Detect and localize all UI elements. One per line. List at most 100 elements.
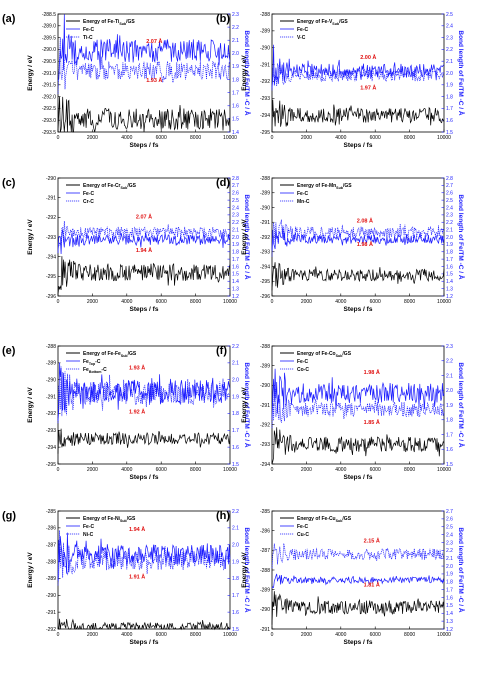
legend-label: Ni-C: [83, 532, 94, 538]
y-right-tick-label: 1.3: [446, 619, 453, 625]
x-axis-title: Steps / fs: [344, 142, 373, 149]
y-right-axis-title: Bond length of Fe/TM -C / Å: [457, 30, 466, 116]
y-left-tick-label: -287: [260, 548, 270, 554]
x-tick-label: 6000: [370, 299, 381, 305]
y-right-tick-label: 2.6: [446, 191, 453, 197]
y-right-tick-label: 2.6: [232, 191, 239, 197]
y-left-tick-label: -290: [260, 46, 270, 52]
x-tick-label: 10000: [437, 467, 451, 473]
y-left-axis-title: Energy / eV: [27, 552, 34, 588]
chart-panel-5: (e) 0 2000 4000 6000 8000 10000 Steps / fs -288 -…: [2, 344, 252, 481]
y-left-tick-label: -289: [260, 587, 270, 593]
y-right-axis-title: Bond length of Fe/TM -C / Å: [243, 194, 252, 280]
y-right-tick-label: 2.2: [232, 25, 239, 31]
y-right-tick-label: 2.1: [232, 38, 239, 44]
y-right-tick-label: 1.8: [446, 250, 453, 256]
x-tick-label: 2000: [87, 299, 98, 305]
y-right-tick-label: 2.2: [446, 548, 453, 554]
bond-length-annotation: 2.07 Å: [136, 214, 152, 221]
y-right-tick-label: 1.9: [446, 403, 453, 409]
y-left-tick-label: -291: [260, 220, 270, 226]
x-axis-title: Steps / fs: [344, 306, 373, 313]
y-left-tick-label: -289: [260, 29, 270, 35]
y-right-axis-title: Bond length of Fe/TM -C / Å: [243, 362, 252, 448]
series-line-solid: [271, 368, 445, 420]
y-right-tick-label: 1.6: [232, 104, 239, 110]
x-tick-label: 4000: [335, 299, 346, 305]
y-right-tick-label: 1.7: [446, 257, 453, 263]
y-right-tick-label: 1.7: [232, 257, 239, 263]
y-right-tick-label: 2.1: [446, 373, 453, 379]
y-right-tick-label: 2.6: [446, 517, 453, 523]
x-tick-label: 0: [57, 135, 60, 141]
panel-label: (c): [2, 177, 16, 189]
y-right-tick-label: 2.5: [446, 12, 453, 18]
y-right-tick-label: 2.3: [446, 213, 453, 219]
series-line-dotted: [57, 220, 231, 248]
x-tick-label: 0: [271, 299, 274, 305]
y-right-tick-label: 1.2: [446, 294, 453, 300]
series-line-energy: [271, 99, 445, 133]
y-left-tick-label: -287: [46, 543, 56, 549]
y-left-tick-label: -292: [260, 422, 270, 428]
y-right-tick-label: 2.2: [232, 344, 239, 350]
y-right-tick-label: 1.7: [232, 428, 239, 434]
y-left-tick-label: -296: [46, 294, 56, 300]
x-tick-label: 2000: [301, 135, 312, 141]
y-right-tick-label: 1.9: [446, 242, 453, 248]
y-right-tick-label: 2.7: [446, 183, 453, 189]
y-right-tick-label: 2.1: [446, 556, 453, 562]
y-right-tick-label: 2.0: [446, 388, 453, 394]
y-left-tick-label: -294: [260, 113, 270, 119]
y-right-tick-label: 1.4: [446, 279, 453, 285]
y-right-tick-label: 1.9: [232, 559, 239, 565]
bond-length-annotation: 2.15 Å: [364, 537, 380, 544]
y-left-tick-label: -292.0: [42, 94, 56, 100]
x-tick-label: 8000: [190, 135, 201, 141]
x-tick-label: 10000: [437, 299, 451, 305]
bond-length-annotation: 1.85 Å: [364, 419, 380, 426]
x-tick-label: 0: [271, 467, 274, 473]
y-right-axis-title: Bond length of Fe/TM -C / Å: [457, 362, 466, 448]
x-tick-label: 6000: [156, 299, 167, 305]
y-left-tick-label: -289.5: [42, 35, 56, 41]
y-left-axis-title: Energy / eV: [27, 387, 34, 423]
y-left-tick-label: -293: [260, 96, 270, 102]
y-left-tick-label: -292: [46, 215, 56, 221]
y-right-tick-label: 1.6: [232, 445, 239, 451]
legend-label: Fe-C: [83, 27, 95, 33]
legend-label: Energy of Fe-CrSub/GS: [83, 183, 137, 190]
y-right-tick-label: 1.6: [446, 595, 453, 601]
x-tick-label: 2000: [301, 632, 312, 638]
bond-length-annotation: 1.98 Å: [357, 241, 373, 248]
y-right-tick-label: 1.5: [446, 603, 453, 609]
y-right-tick-label: 2.0: [446, 235, 453, 241]
x-tick-label: 6000: [370, 632, 381, 638]
y-right-tick-label: 1.5: [232, 117, 239, 123]
bond-length-annotation: 1.91 Å: [129, 573, 145, 580]
series-line-dotted: [57, 530, 231, 586]
legend-label: Fe-C: [297, 191, 309, 197]
y-right-tick-label: 1.9: [446, 572, 453, 578]
y-right-tick-label: 2.5: [446, 525, 453, 531]
y-left-tick-label: -291: [46, 610, 56, 616]
y-right-tick-label: 2.1: [232, 361, 239, 367]
legend-label: Fe-C: [83, 191, 95, 197]
y-right-tick-label: 1.5: [446, 130, 453, 136]
y-right-tick-label: 2.0: [232, 543, 239, 549]
bond-length-annotation: 1.81 Å: [364, 582, 380, 589]
y-right-tick-label: 1.9: [232, 242, 239, 248]
y-left-tick-label: -291.5: [42, 83, 56, 89]
series-line-dotted: [57, 366, 231, 424]
series-line-dotted: [57, 37, 231, 94]
x-axis-title: Steps / fs: [130, 142, 159, 149]
series-line-solid: [57, 14, 231, 82]
x-tick-label: 8000: [190, 632, 201, 638]
x-tick-label: 4000: [121, 632, 132, 638]
y-right-tick-label: 1.8: [446, 418, 453, 424]
x-tick-label: 8000: [404, 299, 415, 305]
